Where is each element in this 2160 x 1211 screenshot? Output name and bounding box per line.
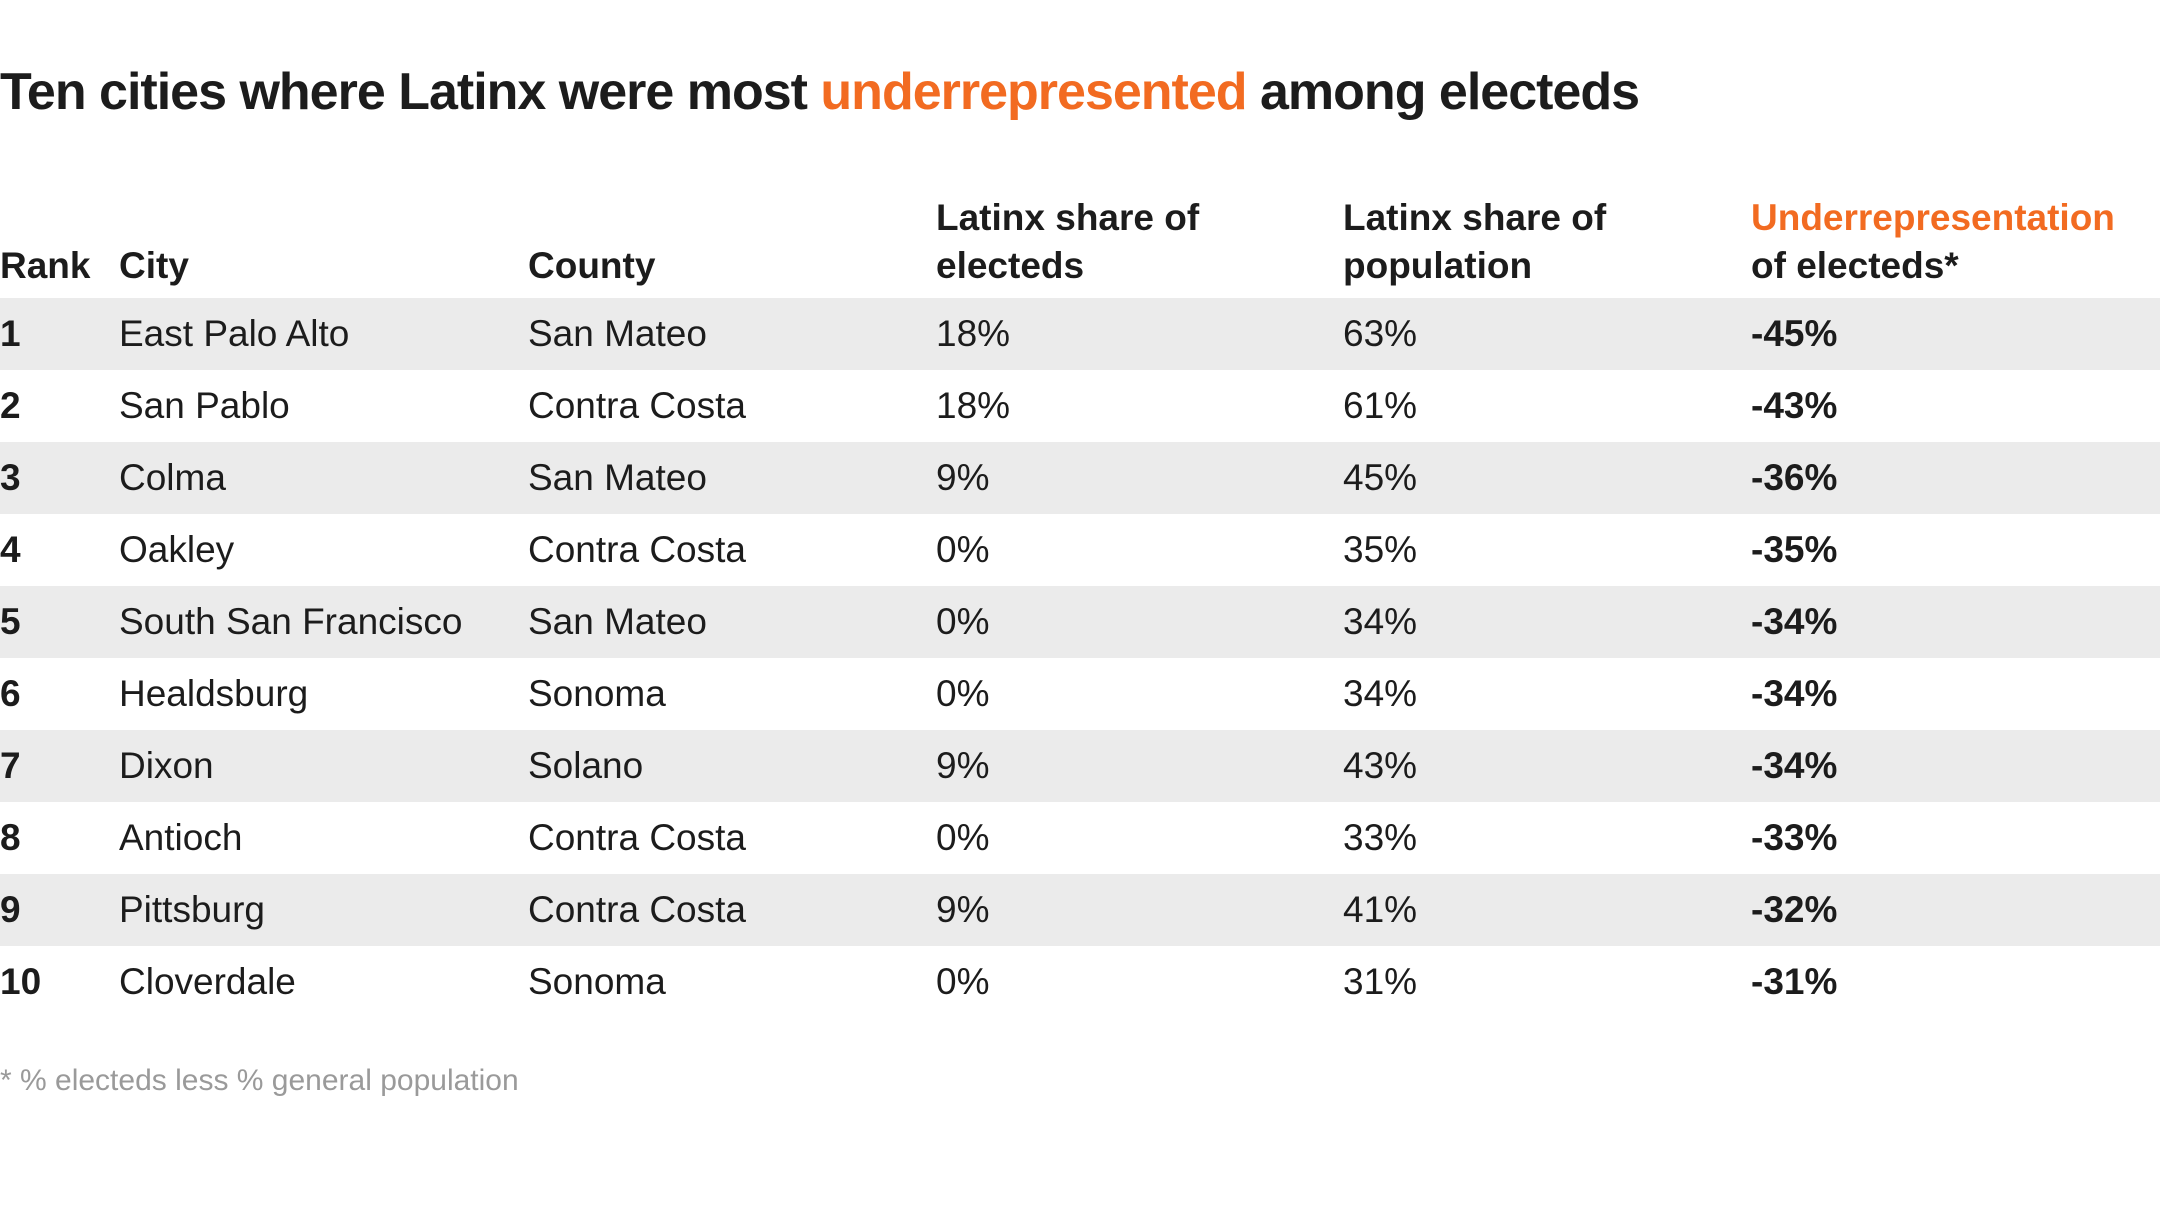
table-cell: -45% [1751, 313, 1838, 354]
table-cell: 1 [0, 313, 21, 354]
table-cell: South San Francisco [119, 601, 463, 642]
table-row: 2 San Pablo Contra Costa 18% 61% -43% [0, 370, 2160, 442]
table-cell: Contra Costa [528, 529, 746, 570]
footnote: * % electeds less % general population [0, 1064, 519, 1097]
table-cell: 3 [0, 457, 21, 498]
table-cell: 10 [0, 961, 42, 1002]
column-header: Latinx share of electeds [936, 197, 1200, 286]
table-cell: 33% [1343, 817, 1418, 858]
table-cell: 41% [1343, 889, 1418, 930]
table-cell: Oakley [119, 529, 235, 570]
table-row: 5 South San Francisco San Mateo 0% 34% -34% [0, 586, 2160, 658]
table: Rank City County Latinx share of electeds La… [0, 180, 2160, 1018]
title: Ten cities where Latinx were most underr… [0, 62, 1640, 122]
table-cell: 2 [0, 385, 21, 426]
table-cell: Colma [119, 457, 226, 498]
table-cell: 4 [0, 529, 21, 570]
table-cell: Sonoma [528, 673, 666, 714]
table-cell: Contra Costa [528, 385, 746, 426]
table-cell: San Mateo [528, 313, 707, 354]
table-row: 9 Pittsburg Contra Costa 9% 41% -32% [0, 874, 2160, 946]
table-cell: 31% [1343, 961, 1418, 1002]
table-cell: -32% [1751, 889, 1838, 930]
table-cell: San Mateo [528, 457, 707, 498]
table-cell: San Pablo [119, 385, 290, 426]
table-cell: 63% [1343, 313, 1418, 354]
column-header: Underrepresentation of electeds* [1751, 194, 2160, 298]
table-cell: 0% [936, 961, 990, 1002]
table-cell: 45% [1343, 457, 1418, 498]
table-cell: 6 [0, 673, 21, 714]
table-cell: 18% [936, 313, 1011, 354]
header-row: Rank City County Latinx share of electeds La… [0, 180, 2160, 298]
table-cell: 9% [936, 745, 990, 786]
table-cell: Solano [528, 745, 644, 786]
table-cell: San Mateo [528, 601, 707, 642]
table-cell: 9% [936, 457, 990, 498]
table-cell: 34% [1343, 601, 1418, 642]
table-cell: Antioch [119, 817, 243, 858]
table-cell: -33% [1751, 817, 1838, 858]
table-cell: -43% [1751, 385, 1838, 426]
table-cell: -34% [1751, 745, 1838, 786]
title-text: Ten cities where Latinx were most [0, 63, 821, 121]
column-header-text: of electeds* [1751, 245, 1959, 286]
table-cell: 0% [936, 673, 990, 714]
table-cell: Cloverdale [119, 961, 296, 1002]
table-cell: 0% [936, 529, 990, 570]
table-row: 10 Cloverdale Sonoma 0% 31% -31% [0, 946, 2160, 1018]
table-cell: -35% [1751, 529, 1838, 570]
table-cell: 34% [1343, 673, 1418, 714]
table-cell: 9 [0, 889, 21, 930]
column-header: Latinx share of population [1343, 197, 1607, 286]
table-cell: 43% [1343, 745, 1418, 786]
column-header: County [528, 245, 656, 286]
table-cell: Sonoma [528, 961, 666, 1002]
table-cell: Pittsburg [119, 889, 266, 930]
table-row: 1 East Palo Alto San Mateo 18% 63% -45% [0, 298, 2160, 370]
table-cell: East Palo Alto [119, 313, 350, 354]
table-cell: -31% [1751, 961, 1838, 1002]
column-header-highlight: Underrepresentation [1751, 197, 2115, 238]
column-header: City [119, 245, 189, 286]
column-header: Rank [0, 245, 91, 286]
table-cell: -36% [1751, 457, 1838, 498]
table-cell: -34% [1751, 673, 1838, 714]
table-cell: 61% [1343, 385, 1418, 426]
table-cell: -34% [1751, 601, 1838, 642]
table-cell: Dixon [119, 745, 214, 786]
table-row: 7 Dixon Solano 9% 43% -34% [0, 730, 2160, 802]
table-cell: 9% [936, 889, 990, 930]
table-cell: 0% [936, 817, 990, 858]
table-cell: Contra Costa [528, 817, 746, 858]
table-row: 6 Healdsburg Sonoma 0% 34% -34% [0, 658, 2160, 730]
title-text: among electeds [1246, 63, 1640, 121]
table-cell: Contra Costa [528, 889, 746, 930]
table-cell: 7 [0, 745, 21, 786]
table-cell: 8 [0, 817, 21, 858]
table-cell: 35% [1343, 529, 1418, 570]
table-cell: Healdsburg [119, 673, 309, 714]
table-cell: 18% [936, 385, 1011, 426]
table-row: 4 Oakley Contra Costa 0% 35% -35% [0, 514, 2160, 586]
title-highlight: underrepresented [820, 63, 1247, 121]
table-cell: 0% [936, 601, 990, 642]
table-cell: 5 [0, 601, 21, 642]
table-row: 8 Antioch Contra Costa 0% 33% -33% [0, 802, 2160, 874]
table-row: 3 Colma San Mateo 9% 45% -36% [0, 442, 2160, 514]
